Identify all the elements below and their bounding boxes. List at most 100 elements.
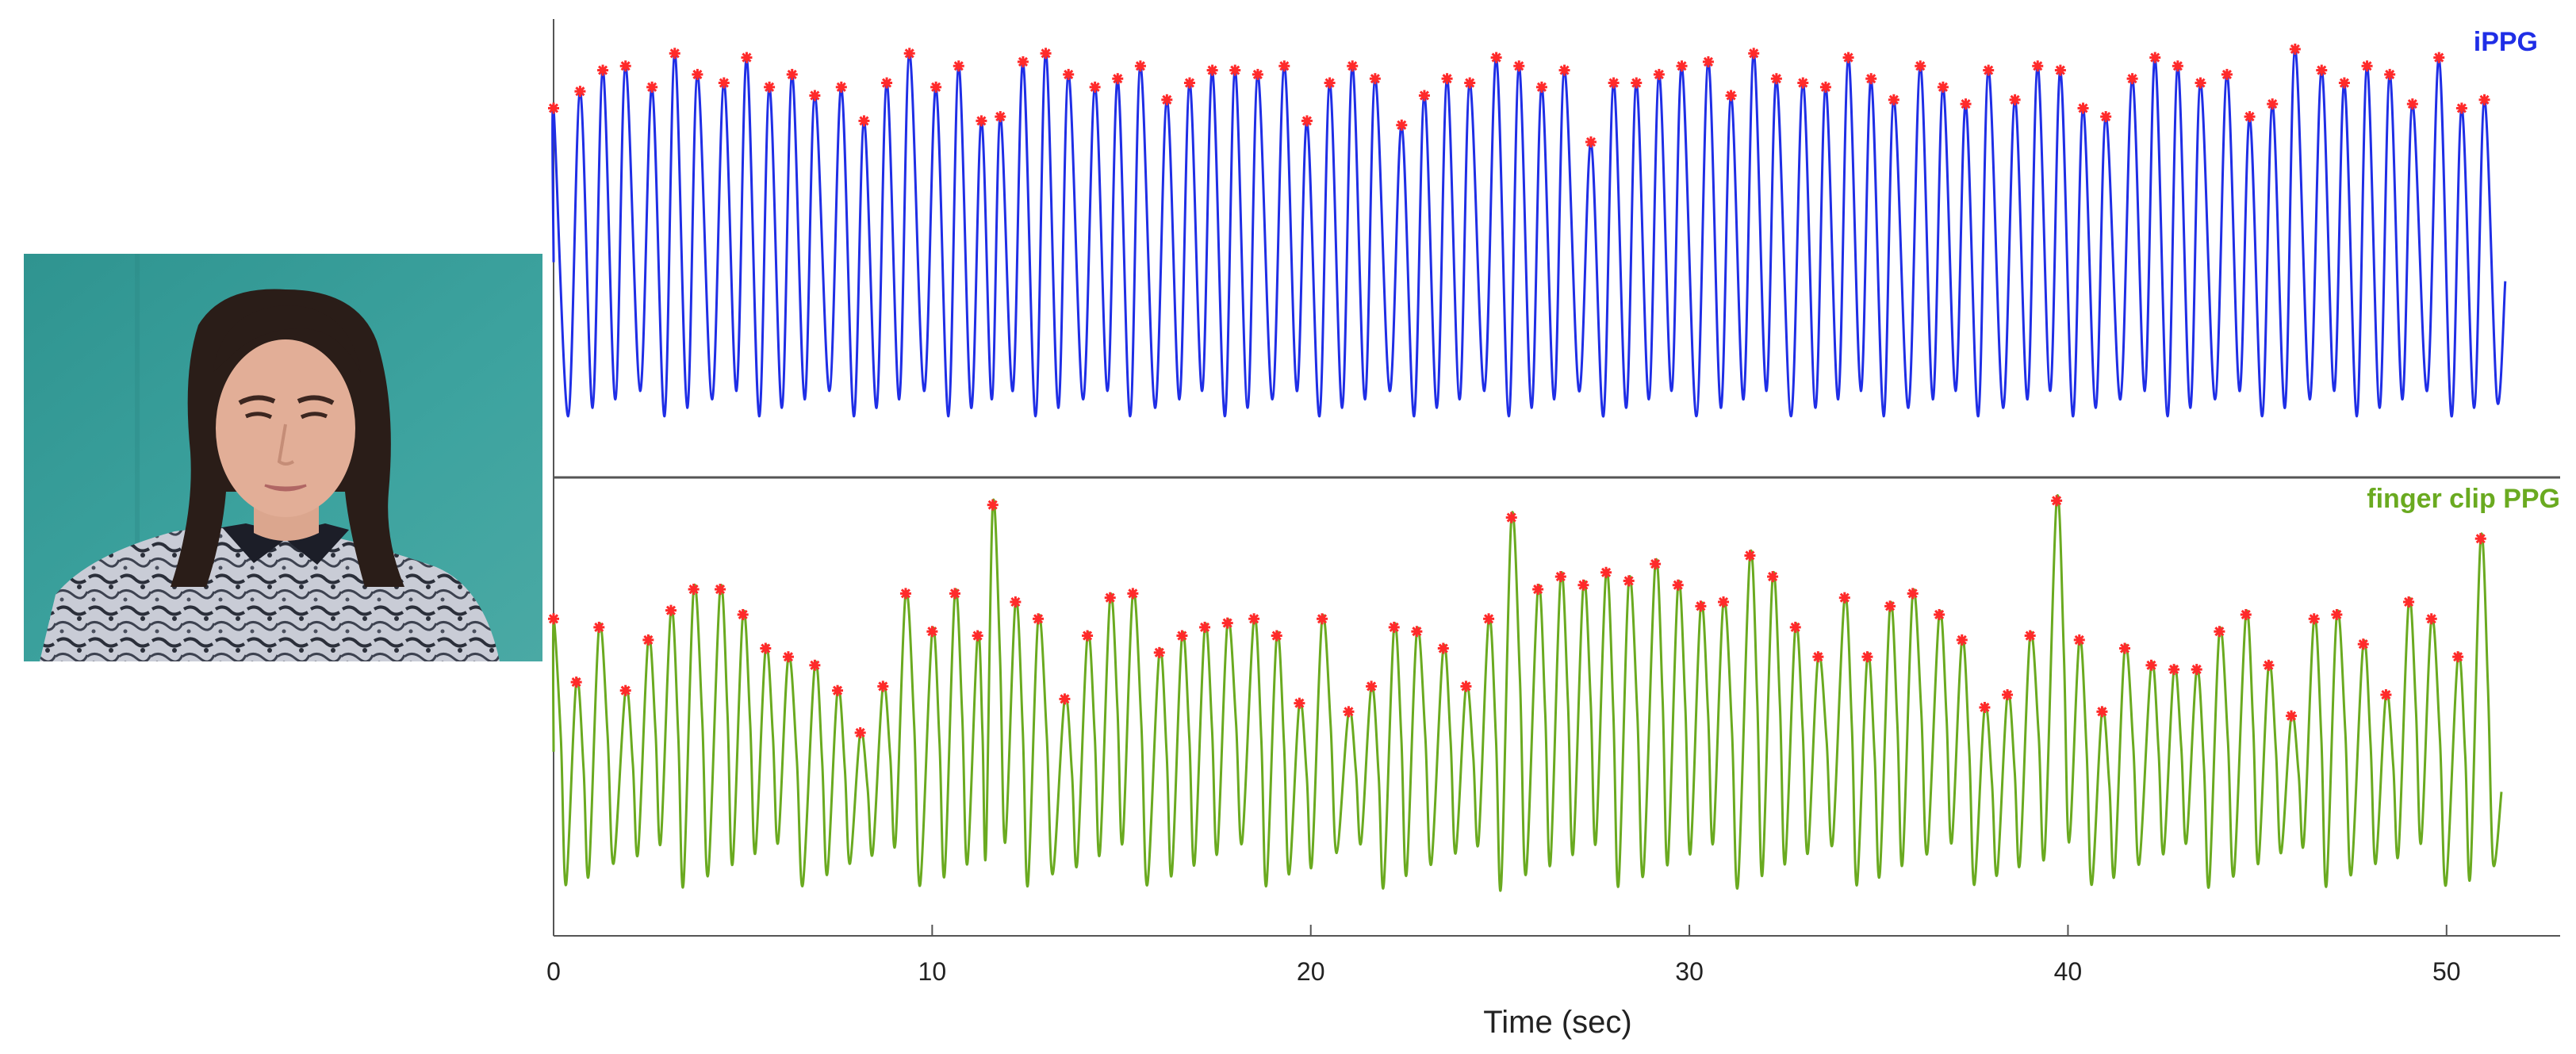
peak-marker (2267, 98, 2279, 110)
peak-marker (987, 499, 999, 511)
peak-marker (1464, 77, 1476, 89)
peak-marker (1650, 558, 1662, 570)
peak-marker (1411, 626, 1423, 638)
peak-marker (1695, 600, 1707, 612)
peak-marker (1271, 630, 1282, 642)
peak-marker (2054, 64, 2066, 76)
x-tick-label: 20 (1297, 957, 1325, 986)
peak-marker (1702, 56, 1714, 67)
peak-marker (1317, 613, 1328, 625)
peak-marker (1089, 81, 1101, 93)
peak-marker (1744, 550, 1756, 561)
peak-marker (2384, 68, 2396, 80)
peak-marker (2051, 495, 2063, 507)
peak-marker (953, 60, 964, 72)
peak-marker (899, 588, 911, 600)
peak-marker (1059, 693, 1071, 705)
peak-marker (665, 604, 677, 616)
peak-marker (1915, 60, 1926, 72)
peak-marker (1388, 621, 1400, 633)
peak-marker (1396, 119, 1408, 131)
peak-marker (642, 634, 654, 646)
peak-marker (1441, 73, 1453, 85)
peak-marker (782, 651, 794, 663)
peak-marker (832, 684, 844, 696)
peak-marker (1937, 81, 1949, 93)
peak-marker (574, 86, 586, 98)
peak-marker (1176, 630, 1188, 642)
peak-marker (1789, 621, 1801, 633)
peak-marker (548, 102, 559, 114)
peak-marker (760, 642, 772, 654)
peak-marker (1134, 60, 1146, 72)
peak-marker (764, 81, 776, 93)
peak-marker (926, 626, 938, 638)
peak-marker (2425, 613, 2437, 625)
peak-marker (741, 52, 753, 63)
peak-marker (2361, 60, 2373, 72)
peak-marker (1199, 621, 1211, 633)
peak-marker (1017, 56, 1029, 67)
peak-marker (2168, 664, 2180, 676)
peak-marker (2195, 77, 2206, 89)
peak-marker (2263, 659, 2275, 671)
peak-marker (669, 48, 680, 59)
x-tick-label: 30 (1675, 957, 1704, 986)
peak-marker (2308, 613, 2320, 625)
peak-marker (2221, 68, 2233, 80)
peak-marker (1676, 60, 1688, 72)
peak-marker (949, 588, 960, 600)
peak-marker (1418, 90, 1430, 102)
peak-marker (2096, 706, 2108, 718)
peak-marker (2380, 689, 2392, 701)
peak-marker (1183, 77, 1195, 89)
peak-marker (2073, 634, 2085, 646)
peak-marker (2455, 102, 2467, 114)
peak-marker (1585, 136, 1597, 148)
peak-marker (877, 680, 889, 692)
peak-marker (1104, 592, 1116, 604)
peak-marker (2172, 60, 2183, 72)
peak-marker (688, 584, 700, 596)
peak-marker (1861, 651, 1873, 663)
peak-marker (2403, 596, 2415, 607)
peak-marker (1577, 579, 1589, 591)
peak-marker (1960, 98, 1972, 110)
peak-marker (2331, 608, 2343, 620)
peak-marker (809, 659, 821, 671)
peak-marker (976, 115, 987, 127)
peak-marker (2406, 98, 2418, 110)
peak-marker (2119, 642, 2131, 654)
peak-marker (737, 608, 749, 620)
peak-marker (1888, 94, 1899, 105)
peak-marker (1934, 608, 1945, 620)
peak-marker (1797, 77, 1809, 89)
peak-marker (1082, 630, 1094, 642)
peak-marker (1161, 94, 1173, 105)
peak-marker (786, 68, 798, 80)
peak-marker (2077, 102, 2089, 114)
peak-marker (2002, 689, 2014, 701)
peak-marker (2452, 651, 2464, 663)
peak-marker (972, 630, 983, 642)
peak-marker (1718, 596, 1730, 607)
ippg-series-line (551, 48, 2507, 418)
peak-marker (1301, 115, 1313, 127)
peak-marker (1672, 579, 1684, 591)
peak-marker (2191, 664, 2202, 676)
peak-marker (1127, 588, 1139, 600)
peak-marker (1812, 651, 1824, 663)
peak-marker (1600, 566, 1612, 578)
peak-marker (1483, 613, 1495, 625)
peak-marker (2214, 626, 2225, 638)
peak-marker (1532, 584, 1544, 596)
peak-marker (1956, 634, 1968, 646)
peak-marker (1206, 64, 1218, 76)
peak-marker (835, 81, 847, 93)
peak-marker (2289, 43, 2301, 55)
peak-marker (903, 48, 915, 59)
peak-marker (2240, 608, 2252, 620)
peak-marker (1229, 64, 1241, 76)
peak-marker (1535, 81, 1547, 93)
peak-marker (2478, 94, 2490, 105)
